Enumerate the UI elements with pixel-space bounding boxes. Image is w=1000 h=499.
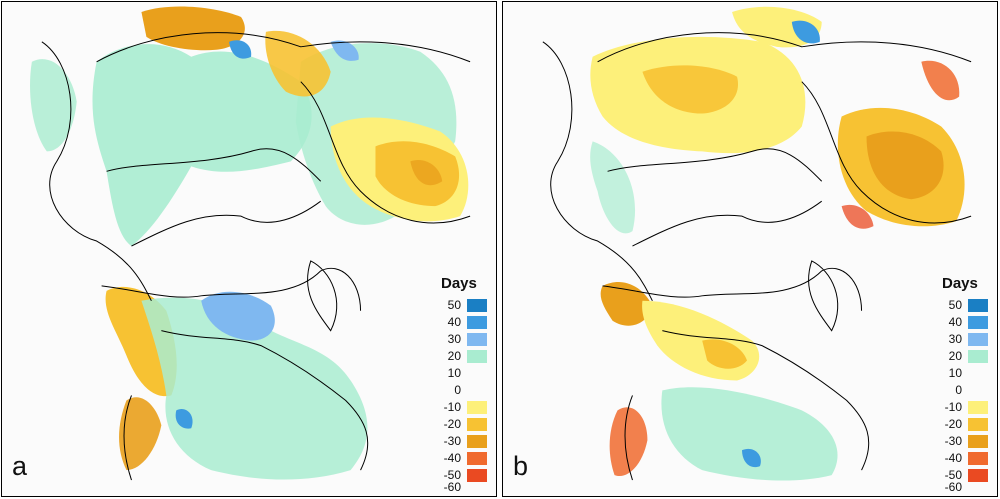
region-east-asia-deep <box>410 160 443 186</box>
region-east-asia-deep-b <box>866 131 944 200</box>
region-arctic-islands-blue <box>201 291 275 341</box>
legend-swatch <box>467 469 487 482</box>
legend-row: 40 <box>439 314 495 331</box>
region-east-asia-red2-b <box>841 204 874 229</box>
legend-label: 10 <box>447 366 461 380</box>
legend-label: -50 <box>944 468 962 482</box>
region-blue-b1 <box>791 20 820 44</box>
region-siberia-yellow <box>265 30 331 97</box>
legend-row: 20 <box>940 348 996 365</box>
legend-swatch <box>968 350 988 363</box>
legend-swatch <box>968 401 988 414</box>
map-panel-a: a Days 50 40 30 20 10 0 -10 -20 -30 -40 … <box>1 1 497 497</box>
legend-swatch <box>968 299 988 312</box>
legend-label: -40 <box>944 451 962 465</box>
region-east-asia-red-b <box>921 60 960 101</box>
legend-row: -30 <box>439 433 495 450</box>
region-west-coast <box>119 397 162 471</box>
map-panel-b: b Days 50 40 30 20 10 0 -10 -20 -30 -40 … <box>502 1 998 497</box>
region-hudson-orange-b <box>702 339 748 369</box>
region-alaska-orange-b <box>600 281 653 326</box>
legend-label: 50 <box>447 298 461 312</box>
legend-label: 40 <box>948 315 962 329</box>
legend-row: 20 <box>439 348 495 365</box>
region-west-coast-b <box>609 407 648 477</box>
map-b <box>542 6 972 481</box>
legend-swatch <box>467 350 487 363</box>
legend-row: -50 <box>439 467 495 484</box>
legend-swatch <box>968 316 988 329</box>
region-na-green-b <box>661 387 838 481</box>
legend-swatch <box>467 333 487 346</box>
legend-title: Days <box>441 275 477 292</box>
legend-row: -30 <box>940 433 996 450</box>
region-eurasia-west <box>92 44 312 247</box>
legend-label: 50 <box>948 298 962 312</box>
legend-label: 20 <box>447 349 461 363</box>
legend-label: -50 <box>443 468 461 482</box>
legend-row: 0 <box>940 382 996 399</box>
legend-row: -10 <box>940 399 996 416</box>
legend-label: -60 <box>944 480 962 494</box>
legend-row: 10 <box>940 365 996 382</box>
legend-row: -60 <box>940 479 996 496</box>
legend-label: -30 <box>944 434 962 448</box>
region-europe-green <box>590 141 636 234</box>
legend-row: -40 <box>439 450 495 467</box>
legend-row: 30 <box>439 331 495 348</box>
legend-swatch <box>467 401 487 414</box>
legend-swatch <box>467 418 487 431</box>
legend-label: 10 <box>948 366 962 380</box>
region-scandinavia <box>30 59 77 152</box>
legend-row: 40 <box>940 314 996 331</box>
legend-row: -40 <box>940 450 996 467</box>
legend-label: -10 <box>944 400 962 414</box>
map-a <box>30 6 471 481</box>
legend-row: 0 <box>439 382 495 399</box>
legend-label: -40 <box>443 451 461 465</box>
legend-row: 50 <box>439 297 495 314</box>
legend-label: 30 <box>447 332 461 346</box>
legend-swatch <box>467 316 487 329</box>
legend-row: -20 <box>439 416 495 433</box>
legend-swatch <box>968 469 988 482</box>
region-canada-green <box>141 297 368 480</box>
region-eurasia-orange <box>642 65 739 114</box>
legend-swatch <box>467 435 487 448</box>
panel-letter-b: b <box>513 451 529 481</box>
legend-row: 30 <box>940 331 996 348</box>
legend-row: -10 <box>439 399 495 416</box>
region-blue-1 <box>229 40 252 59</box>
legend-label: 40 <box>447 315 461 329</box>
legend-label: -20 <box>944 417 962 431</box>
legend-label: -30 <box>443 434 461 448</box>
region-blue-na <box>175 409 193 429</box>
legend-swatch <box>968 435 988 448</box>
region-blue-na-b <box>742 448 761 468</box>
legend-swatch <box>467 299 487 312</box>
legend-b: Days 50 40 30 20 10 0 -10 -20 -30 -40 -5… <box>940 275 996 495</box>
legend-row: -50 <box>940 467 996 484</box>
legend-row: 50 <box>940 297 996 314</box>
legend-label: 0 <box>955 383 962 397</box>
region-siberia-orange <box>141 6 245 51</box>
legend-label: -60 <box>443 480 461 494</box>
legend-row: -20 <box>940 416 996 433</box>
legend-label: 0 <box>454 383 461 397</box>
region-blue-2 <box>330 40 359 61</box>
legend-a: Days 50 40 30 20 10 0 -10 -20 -30 -40 -5… <box>439 275 495 495</box>
legend-label: 20 <box>948 349 962 363</box>
panel-letter-a: a <box>12 451 28 481</box>
legend-title: Days <box>942 275 978 292</box>
legend-label: 30 <box>948 332 962 346</box>
legend-swatch <box>968 333 988 346</box>
legend-swatch <box>968 418 988 431</box>
legend-swatch <box>467 452 487 465</box>
legend-label: -20 <box>443 417 461 431</box>
legend-swatch <box>968 452 988 465</box>
legend-row: 10 <box>439 365 495 382</box>
legend-label: -10 <box>443 400 461 414</box>
legend-row: -60 <box>439 479 495 496</box>
